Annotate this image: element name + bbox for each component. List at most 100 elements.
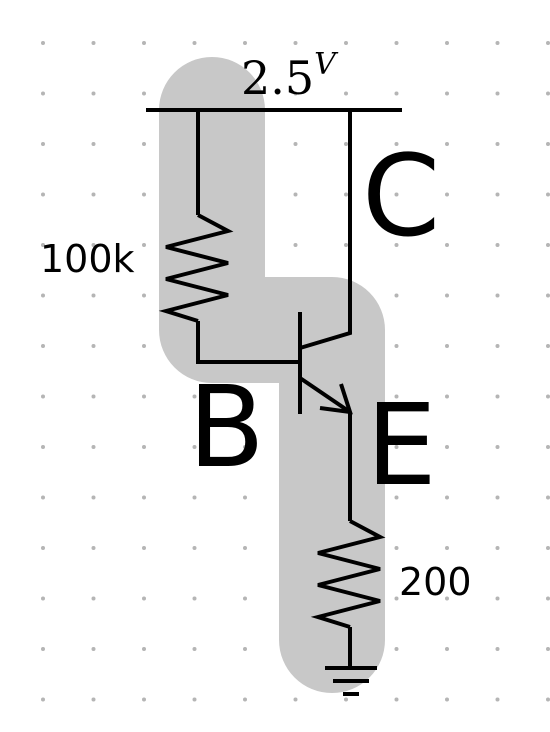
grid-dot bbox=[394, 394, 399, 399]
grid-dot bbox=[445, 41, 449, 45]
grid-dot bbox=[495, 142, 500, 146]
grid-dot bbox=[394, 697, 399, 702]
grid-dot bbox=[91, 394, 96, 399]
base-resistor-100k bbox=[158, 213, 234, 323]
grid-dot bbox=[495, 546, 500, 550]
grid-dot bbox=[41, 647, 45, 651]
collector-lead bbox=[299, 110, 352, 350]
emitter-lead bbox=[298, 376, 352, 414]
grid-dot bbox=[495, 91, 500, 96]
grid-dot bbox=[293, 243, 298, 247]
grid-dot bbox=[394, 142, 399, 146]
grid-dot bbox=[293, 91, 298, 96]
grid-dot bbox=[546, 293, 550, 298]
grid-dot bbox=[91, 142, 96, 146]
grid-dot bbox=[293, 41, 298, 45]
grid-dot bbox=[445, 495, 449, 500]
collector-label: C bbox=[362, 132, 440, 262]
grid-dot bbox=[546, 142, 550, 146]
grid-dot bbox=[293, 142, 298, 146]
grid-dot bbox=[192, 445, 197, 449]
grid-dot bbox=[394, 91, 399, 96]
grid-dot bbox=[546, 394, 550, 399]
grid-dot bbox=[41, 91, 45, 96]
grid-dot bbox=[41, 445, 45, 449]
grid-dot bbox=[243, 697, 247, 702]
grid-dot bbox=[394, 293, 399, 298]
grid-dot bbox=[546, 596, 550, 601]
grid-dot bbox=[243, 596, 247, 601]
grid-dot bbox=[243, 445, 247, 449]
emitter-resistor-200 bbox=[310, 519, 386, 629]
grid-dot bbox=[546, 647, 550, 651]
grid-dot bbox=[142, 394, 146, 399]
grid-dot bbox=[142, 495, 146, 500]
grid-dot bbox=[293, 192, 298, 197]
grid-dot bbox=[41, 596, 45, 601]
grid-dot bbox=[192, 697, 197, 702]
grid-dot bbox=[546, 243, 550, 247]
supply-voltage-label: 2.5V bbox=[241, 47, 339, 105]
emitter-label: E bbox=[366, 381, 437, 511]
grid-dot bbox=[91, 344, 96, 348]
grid-dot bbox=[91, 192, 96, 197]
grid-dot bbox=[495, 243, 500, 247]
grid-dot bbox=[495, 293, 500, 298]
grid-dot bbox=[41, 697, 45, 702]
grid-dot bbox=[243, 394, 247, 399]
grid-dot bbox=[192, 394, 197, 399]
grid-dot bbox=[495, 192, 500, 197]
grid-dot bbox=[344, 243, 348, 247]
grid-dot bbox=[495, 495, 500, 500]
grid-dot bbox=[546, 445, 550, 449]
grid-dot bbox=[243, 546, 247, 550]
grid-dot bbox=[495, 596, 500, 601]
grid-dot bbox=[142, 596, 146, 601]
grid-dot bbox=[91, 91, 96, 96]
grid-dot bbox=[546, 41, 550, 45]
grid-dot bbox=[142, 293, 146, 298]
grid-dot bbox=[91, 546, 96, 550]
grid-dot bbox=[394, 596, 399, 601]
grid-dot bbox=[41, 495, 45, 500]
grid-dot bbox=[344, 91, 348, 96]
grid-dot bbox=[192, 41, 197, 45]
grid-dot bbox=[445, 647, 449, 651]
base-wire bbox=[196, 321, 300, 364]
grid-dot bbox=[445, 91, 449, 96]
grid-dot bbox=[142, 41, 146, 45]
grid-dot bbox=[445, 546, 449, 550]
grid-dot bbox=[142, 344, 146, 348]
grid-dot bbox=[445, 344, 449, 348]
grid-dot bbox=[546, 546, 550, 550]
grid-dot bbox=[445, 293, 449, 298]
grid-dot bbox=[344, 41, 348, 45]
grid-dot bbox=[142, 91, 146, 96]
ground-icon bbox=[325, 666, 377, 696]
grid-dot bbox=[445, 697, 449, 702]
grid-dot bbox=[445, 142, 449, 146]
grid-dot bbox=[495, 697, 500, 702]
grid-dot bbox=[243, 647, 247, 651]
grid-dot bbox=[394, 41, 399, 45]
grid-dot bbox=[394, 647, 399, 651]
grid-dot bbox=[91, 41, 96, 45]
grid-dot bbox=[142, 546, 146, 550]
grid-dot bbox=[91, 445, 96, 449]
grid-dot bbox=[495, 394, 500, 399]
base-resistor-label: 100k bbox=[40, 237, 135, 281]
grid-dot bbox=[293, 697, 298, 702]
grid-dot bbox=[546, 192, 550, 197]
grid-dot bbox=[91, 647, 96, 651]
grid-dot bbox=[546, 91, 550, 96]
grid-dot bbox=[243, 495, 247, 500]
grid-dot bbox=[192, 495, 197, 500]
grid-dot bbox=[41, 293, 45, 298]
grid-dot bbox=[41, 344, 45, 348]
grid-dot bbox=[142, 697, 146, 702]
grid-dot bbox=[495, 647, 500, 651]
base-label: B bbox=[188, 363, 265, 493]
grid-dot bbox=[546, 344, 550, 348]
grid-dot bbox=[41, 394, 45, 399]
grid-dot bbox=[192, 647, 197, 651]
